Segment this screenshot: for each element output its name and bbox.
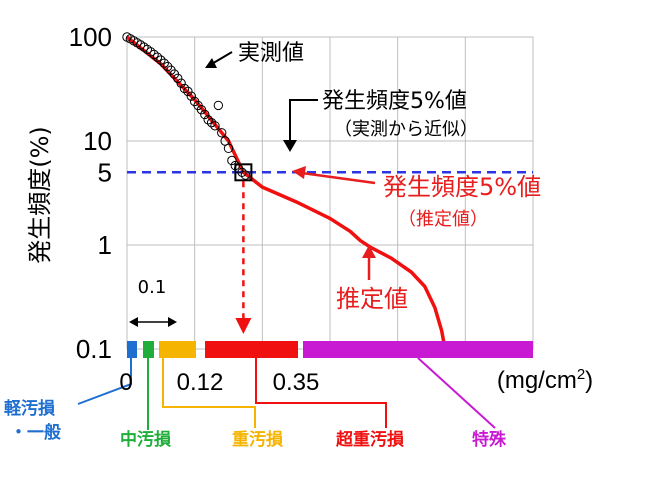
category-leader-line [417,357,496,429]
data-point-measured [210,121,220,131]
data-point-measured [173,73,183,84]
category-bar [127,341,533,358]
data-point-measured [200,109,210,120]
y-tick-label: 0.1 [76,334,112,364]
annot-5pct-estimate: 発生頻度5%値 [383,173,541,201]
category-label: 中汚損 [120,429,172,450]
x-tick-label: 0.12 [177,369,224,396]
data-point-measured [203,115,213,125]
data-point-measured [186,91,196,101]
y-axis-label: 発生頻度(%) [26,126,54,264]
x-unit-label: (mg/cm2) [497,366,593,394]
annot-arrowhead-5pct-estimate [292,166,306,179]
data-point-measured [176,78,186,88]
data-point-measured [206,117,217,128]
category-label: 超重汚損 [336,429,405,450]
category-label: ・一般 [10,422,61,443]
data-point-measured [149,49,159,60]
category-segment [205,341,298,358]
data-point-measured [162,61,173,72]
series-line-estimate [125,35,447,350]
annot-arrowhead-measured [205,58,217,68]
bracket-arrowhead-right [168,317,177,327]
data-point-measured [213,100,224,111]
category-segment [143,341,154,358]
category-leader-line [77,358,132,405]
annot-5pct-measured: 発生頻度5%値 [322,89,467,114]
annot-arrow-5pct-measured [289,99,318,140]
data-point-measured [183,86,193,97]
x-tick-label: 0.35 [273,369,320,396]
category-leader-line [162,358,256,428]
category-segment [303,341,533,358]
data-point-measured [145,47,156,57]
bracket-label: 0.1 [138,277,167,298]
category-label: 特殊 [472,429,507,450]
x-tick-label: 0 [119,369,132,396]
data-point-measured [217,128,227,138]
data-point-measured [227,155,237,166]
data-point-measured [237,167,247,178]
y-tick-label: 10 [83,126,112,156]
data-point-measured [223,143,234,154]
y-tick-label: 5 [98,157,112,187]
data-point-measured [156,55,166,65]
data-point-measured [179,83,190,94]
category-label: 軽汚損 [4,398,56,419]
y-tick-label: 1 [98,230,112,260]
annot-arrowhead-estimate [362,245,376,258]
data-point-measured [142,44,153,55]
annot-measured: 実測値 [238,41,304,66]
marker-5pct-square [234,163,253,182]
category-label: 重汚損 [232,429,284,450]
category-leader-line [255,358,387,428]
category-segment [127,341,137,358]
data-point-measured [152,52,163,62]
category-segment [159,341,196,358]
y-tick-label: 100 [69,22,112,52]
annot-5pct-estimate-sub: （推定値） [398,209,488,230]
data-point-measured [196,104,207,115]
data-point-measured [159,58,169,68]
annot-arrow-5pct-estimate [301,171,376,185]
annot-5pct-measured-sub: （実測から近似） [334,119,478,140]
red-arrowhead-down [235,318,252,334]
data-point-measured [240,170,251,180]
annot-estimate: 推定値 [336,285,408,313]
annot-arrowhead-5pct-measured [283,140,297,152]
bracket-arrowhead-left [129,317,138,327]
